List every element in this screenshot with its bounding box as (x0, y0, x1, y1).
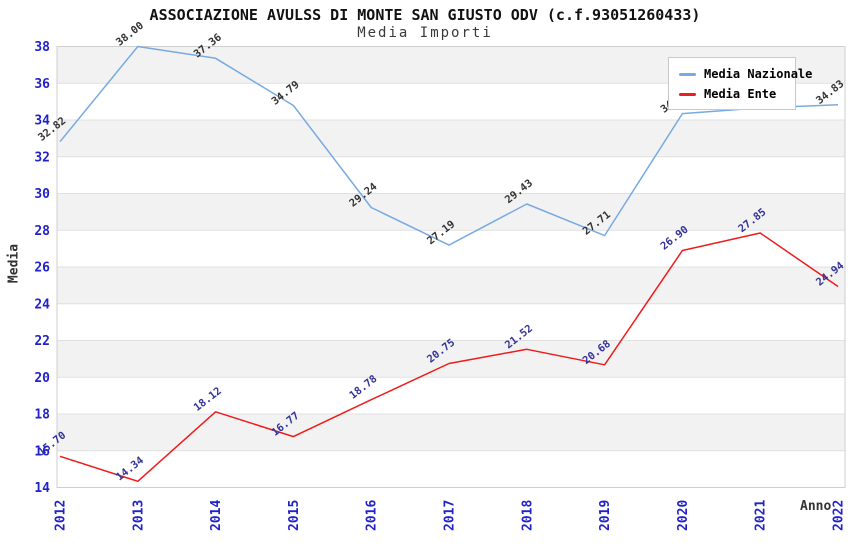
x-tick-label: 2021 (754, 500, 769, 531)
y-tick-label: 32 (34, 150, 50, 165)
media-ente-line-swatch (679, 92, 696, 96)
band (57, 267, 845, 304)
band (57, 414, 845, 451)
value-label: 38.00 (114, 20, 146, 49)
y-tick-label: 22 (34, 334, 50, 349)
band (57, 120, 845, 157)
x-tick-label: 2017 (443, 500, 458, 531)
plot-border (56, 46, 846, 488)
legend: Media Nazionale Media Ente (668, 57, 812, 110)
legend-label-media-nazionale: Media Nazionale (704, 67, 813, 81)
x-tick-label: 2019 (598, 500, 613, 531)
y-tick-label: 14 (34, 481, 50, 496)
x-tick-label: 2015 (287, 500, 302, 531)
x-axis-tick-labels: 2012 2013 2014 2015 2016 2017 2018 2019 2020 2021… (54, 500, 847, 531)
x-tick-label: 2018 (520, 500, 535, 531)
y-tick-label: 20 (34, 371, 50, 386)
x-axis-title: Anno (800, 499, 832, 514)
band (57, 340, 845, 378)
chart-title: ASSOCIAZIONE AVULSS DI MONTE SAN GIUSTO … (149, 6, 701, 24)
y-tick-label: 18 (34, 408, 50, 423)
series-line-media-ente (59, 232, 839, 483)
y-axis-tick-labels: 14 16 18 20 22 24 26 28 30 32 34 36 38 (34, 40, 50, 496)
x-tick-label: 2012 (54, 500, 69, 531)
legend-item-media-ente[interactable]: Media Ente (679, 87, 787, 101)
y-tick-label: 24 (34, 297, 50, 312)
legend-item-media-nazionale[interactable]: Media Nazionale (679, 67, 812, 81)
x-tick-label: 2014 (209, 500, 224, 531)
chart-subtitle: Media Importi (357, 25, 493, 41)
y-tick-label: 34 (34, 114, 50, 129)
x-tick-label: 2016 (365, 500, 380, 531)
y-tick-label: 28 (34, 224, 50, 239)
band (57, 193, 845, 231)
x-tick-label: 2013 (131, 500, 146, 531)
y-tick-label: 30 (34, 187, 50, 202)
y-tick-label: 36 (34, 77, 50, 92)
x-tick-label: 2020 (676, 500, 691, 531)
y-tick-label: 16 (34, 444, 50, 459)
plot-bands (57, 46, 845, 451)
media-nazionale-line-swatch (679, 72, 696, 76)
x-tick-label: 2022 (832, 500, 847, 531)
y-tick-label: 38 (34, 40, 50, 55)
legend-label-media-ente: Media Ente (704, 87, 777, 101)
y-tick-label: 26 (34, 261, 50, 276)
series-line-media-nazionale (59, 45, 839, 246)
